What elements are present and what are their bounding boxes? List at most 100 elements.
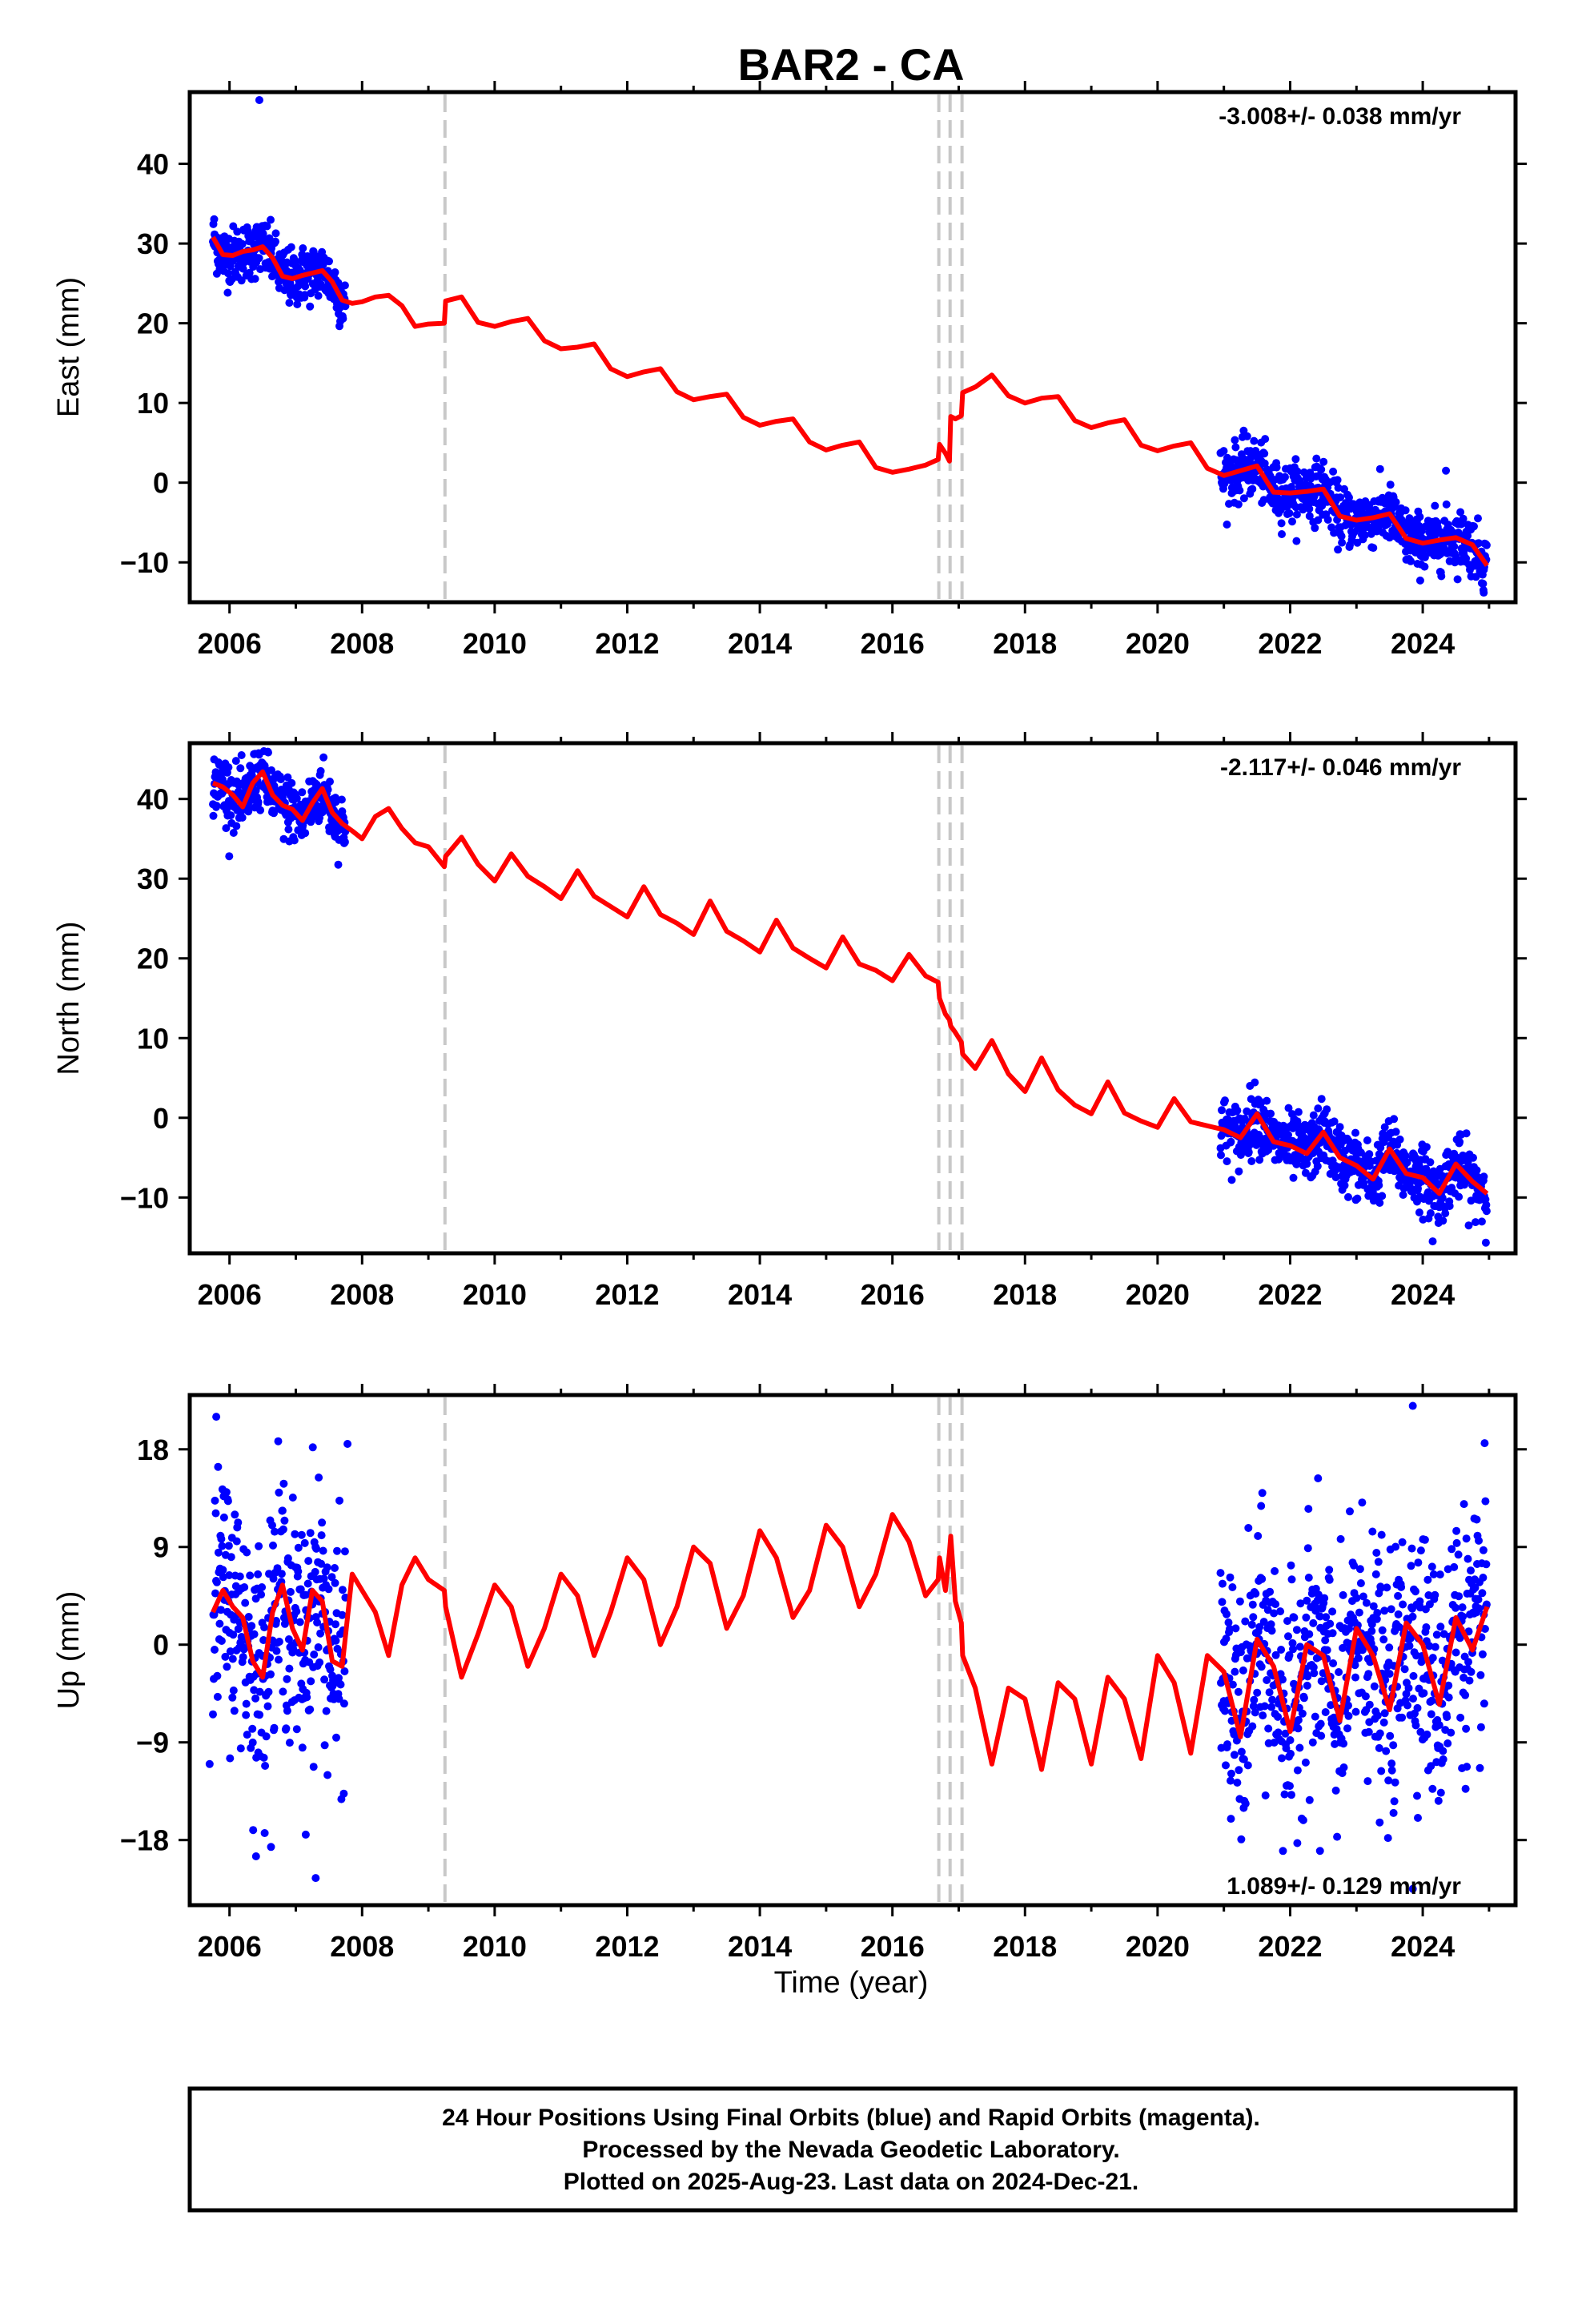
- data-point: [320, 1741, 329, 1750]
- data-point: [1279, 1675, 1287, 1684]
- data-point: [1380, 1709, 1389, 1718]
- data-point: [1233, 1106, 1242, 1115]
- data-point: [1287, 1575, 1296, 1584]
- data-point: [1479, 1546, 1488, 1554]
- data-point: [1479, 1574, 1488, 1582]
- data-point: [312, 1544, 321, 1553]
- data-point: [1380, 1606, 1389, 1615]
- data-point: [269, 1574, 278, 1583]
- data-point: [1365, 1150, 1374, 1159]
- data-point: [1291, 455, 1300, 464]
- y-tick-label: 20: [137, 308, 169, 340]
- data-point: [1323, 1105, 1331, 1114]
- data-point: [276, 775, 285, 784]
- data-point: [1408, 1401, 1417, 1410]
- data-point: [1422, 1623, 1431, 1631]
- x-tick-label: 2016: [861, 1278, 925, 1311]
- data-point: [1352, 1594, 1361, 1602]
- data-point: [1363, 1136, 1371, 1144]
- data-point: [1474, 1595, 1483, 1604]
- data-point: [1359, 1179, 1368, 1187]
- y-tick-label: −10: [120, 1181, 169, 1214]
- data-point: [1415, 576, 1424, 585]
- x-tick-label: 2008: [330, 1930, 394, 1963]
- x-tick-label: 2006: [198, 1930, 262, 1963]
- data-point: [1464, 1554, 1472, 1563]
- data-point: [297, 1530, 306, 1539]
- data-point: [1337, 532, 1346, 541]
- data-point: [1314, 1474, 1323, 1482]
- data-point: [244, 807, 253, 816]
- data-point: [299, 244, 307, 252]
- data-point: [1294, 1715, 1303, 1724]
- data-point: [1436, 1788, 1445, 1797]
- x-tick-label: 2016: [861, 627, 925, 660]
- data-point: [1336, 1534, 1345, 1543]
- x-tick-label: 2022: [1258, 1930, 1322, 1963]
- data-point: [1284, 1104, 1293, 1112]
- y-axis-label: North (mm): [52, 921, 86, 1075]
- data-point: [1398, 1538, 1407, 1546]
- data-point: [1476, 1723, 1485, 1731]
- data-point: [1439, 1755, 1447, 1763]
- data-point: [335, 1496, 343, 1505]
- data-point: [1330, 1117, 1339, 1126]
- data-point: [1399, 1600, 1407, 1609]
- data-point: [1395, 1135, 1404, 1144]
- data-point: [1401, 506, 1410, 515]
- data-point: [1454, 1550, 1463, 1559]
- data-point: [1442, 500, 1451, 509]
- data-point: [1481, 1497, 1490, 1506]
- data-point: [214, 1462, 223, 1471]
- data-point: [1338, 538, 1347, 547]
- data-point: [291, 1530, 299, 1538]
- data-point: [1321, 1636, 1330, 1645]
- data-point: [317, 1531, 326, 1540]
- data-point: [300, 1538, 309, 1547]
- data-point: [1403, 1701, 1411, 1710]
- data-point: [1380, 1123, 1389, 1132]
- data-point: [1467, 1196, 1476, 1205]
- data-point: [1405, 1642, 1414, 1651]
- data-point: [306, 1705, 315, 1714]
- data-point: [221, 1652, 230, 1661]
- data-point: [210, 215, 219, 223]
- data-point: [1233, 1779, 1242, 1787]
- data-point: [1290, 1613, 1299, 1622]
- data-point: [279, 1479, 288, 1488]
- data-point: [1374, 1558, 1383, 1566]
- data-point: [1375, 1818, 1384, 1827]
- data-point: [331, 1564, 339, 1572]
- data-point: [1387, 1605, 1395, 1614]
- y-tick-label: −10: [120, 546, 169, 579]
- data-point: [249, 1826, 258, 1835]
- data-point: [1276, 1607, 1285, 1616]
- data-point: [1452, 1538, 1461, 1547]
- data-point: [1221, 1707, 1229, 1715]
- data-point: [313, 1618, 322, 1626]
- data-point: [267, 215, 275, 224]
- data-point: [1452, 1648, 1460, 1657]
- y-tick-label: 0: [153, 1102, 169, 1135]
- data-point: [1231, 1667, 1239, 1676]
- data-point: [1387, 1766, 1396, 1775]
- data-point: [265, 234, 274, 243]
- data-point: [272, 1617, 280, 1625]
- data-point: [1250, 436, 1259, 445]
- data-point: [1369, 1602, 1378, 1610]
- data-point: [1375, 1199, 1384, 1207]
- y-axis-label: Up (mm): [52, 1591, 86, 1710]
- x-tick-label: 2008: [330, 627, 394, 660]
- data-point: [334, 860, 343, 869]
- x-tick-label: 2022: [1258, 1278, 1322, 1311]
- data-point: [1282, 1744, 1291, 1753]
- data-point: [228, 1693, 237, 1702]
- data-point: [236, 1744, 245, 1753]
- data-point: [223, 1663, 231, 1671]
- data-point: [248, 1724, 257, 1733]
- data-point: [1224, 1618, 1233, 1626]
- x-tick-label: 2020: [1126, 1278, 1190, 1311]
- data-point: [292, 1725, 301, 1734]
- data-point: [1480, 1625, 1489, 1633]
- data-point: [1333, 476, 1342, 485]
